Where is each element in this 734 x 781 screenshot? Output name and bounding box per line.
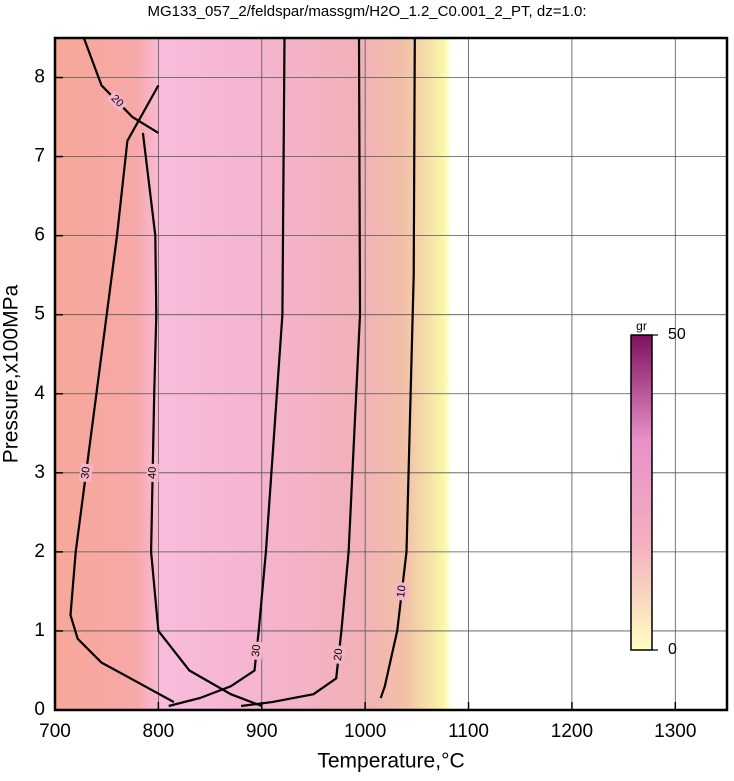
x-tick-label: 1100	[448, 721, 489, 742]
contour-label: 30	[250, 644, 263, 657]
y-tick-label: 2	[34, 541, 45, 562]
contour-label: 20	[332, 648, 345, 661]
contour-label: 40	[146, 467, 158, 479]
y-axis-label: Pressure,x100MPa	[0, 284, 23, 463]
x-tick-label: 900	[246, 721, 278, 742]
x-tick-label: 1300	[654, 721, 696, 742]
contour-label-bg	[146, 463, 159, 482]
colorbar-label: gr	[636, 319, 647, 333]
y-tick-label: 7	[34, 146, 45, 167]
contour-label-bg	[331, 645, 346, 665]
x-tick-label: 1000	[344, 721, 386, 742]
contour-line	[141, 132, 263, 708]
plot-frame	[53, 36, 729, 712]
chart-title: MG133_057_2/feldspar/massgm/H2O_1.2_C0.0…	[147, 3, 586, 20]
x-axis-label: Temperature,°C	[317, 750, 464, 773]
contour-label-bg	[78, 463, 94, 483]
y-tick-label: 1	[34, 620, 45, 641]
contour-label-bg	[249, 641, 264, 661]
x-tick-label: 1200	[551, 721, 593, 742]
contour-label-bg	[394, 581, 409, 602]
colorbar-tick-label: 50	[668, 326, 686, 343]
y-tick-label: 3	[34, 462, 45, 483]
y-tick-label: 5	[34, 304, 45, 325]
contour-fill	[55, 38, 727, 710]
y-tick-label: 6	[34, 225, 45, 246]
y-tick-label: 0	[34, 699, 45, 720]
contour-label-bg	[106, 90, 128, 112]
contour-label: 30	[79, 466, 92, 480]
colorbar: gr 0 50	[630, 319, 686, 658]
contour-label: 10	[395, 585, 408, 599]
axes: 700 800 900 1000 1100 1200 1300 0 1 2 3 4 5 6 7 8	[34, 67, 696, 742]
x-tick-label: 700	[39, 721, 71, 742]
x-tick-label: 800	[143, 721, 175, 742]
y-tick-label: 4	[34, 383, 45, 404]
contour-line	[69, 84, 175, 704]
y-tick-label: 8	[34, 67, 45, 88]
colorbar-tick-label: 0	[668, 641, 677, 658]
colorbar-scale	[630, 334, 653, 651]
